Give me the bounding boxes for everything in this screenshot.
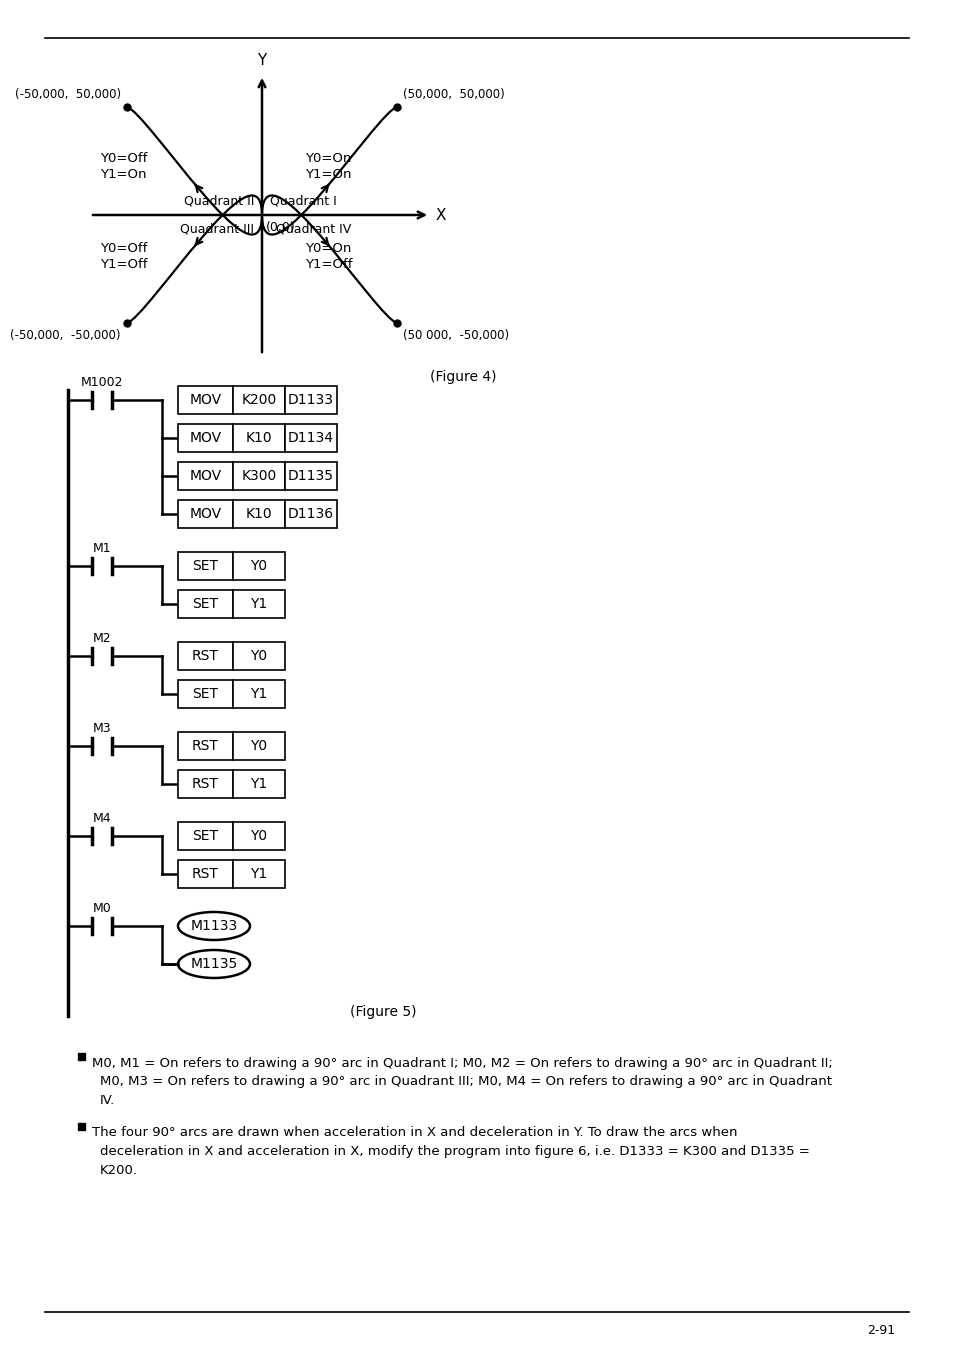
Text: MOV: MOV [190,431,221,446]
Text: Y0: Y0 [251,738,267,753]
Text: K300: K300 [241,468,276,483]
Text: SET: SET [193,687,218,701]
Text: Y0: Y0 [251,649,267,663]
Text: D1136: D1136 [288,508,334,521]
Text: IV.: IV. [100,1094,115,1107]
Bar [78,1053,85,1060]
Bar [178,590,233,618]
Text: Y0=Off: Y0=Off [100,151,147,165]
Text: deceleration in X and acceleration in X, modify the program into figure 6, i.e. : deceleration in X and acceleration in X,… [100,1145,809,1158]
Text: Y1: Y1 [250,778,268,791]
Text: K200.: K200. [100,1164,138,1176]
Text: MOV: MOV [190,468,221,483]
Text: X: X [436,208,446,223]
Text: (0,0): (0,0) [266,221,295,234]
Text: MOV: MOV [190,508,221,521]
Text: K200: K200 [241,393,276,406]
Text: M2: M2 [92,632,112,645]
Text: Y: Y [257,53,266,68]
Text: Y1=Off: Y1=Off [100,258,148,271]
Text: SET: SET [193,829,218,842]
Text: MOV: MOV [190,393,221,406]
Text: Quadrant II: Quadrant II [183,194,253,207]
Text: K10: K10 [246,508,272,521]
Text: Y1: Y1 [250,687,268,701]
Bar [233,680,285,707]
Text: Y0=On: Y0=On [305,242,351,255]
Text: Y0=Off: Y0=Off [100,242,147,255]
Bar [178,500,233,528]
Text: M3: M3 [92,722,112,734]
Bar [233,424,285,452]
Text: Y0: Y0 [251,559,267,572]
Text: Quadrant IV: Quadrant IV [275,223,351,236]
Text: M1135: M1135 [191,957,237,971]
Ellipse shape [178,950,250,977]
Bar [78,1122,85,1130]
Bar [178,732,233,760]
Text: Y1: Y1 [250,597,268,612]
Text: SET: SET [193,597,218,612]
Text: Quadrant III: Quadrant III [180,223,253,236]
Bar [178,552,233,580]
Text: M4: M4 [92,811,112,825]
Bar [233,860,285,888]
Bar [178,860,233,888]
Bar [233,500,285,528]
Text: SET: SET [193,559,218,572]
Text: 2-91: 2-91 [866,1323,894,1336]
Bar [178,462,233,490]
Text: M0, M1 = On refers to drawing a 90° arc in Quadrant I; M0, M2 = On refers to dra: M0, M1 = On refers to drawing a 90° arc … [91,1057,832,1071]
Text: (50 000,  -50,000): (50 000, -50,000) [402,329,509,342]
Text: Quadrant I: Quadrant I [270,194,336,207]
Text: (-50,000,  50,000): (-50,000, 50,000) [15,88,121,101]
Text: RST: RST [192,867,218,882]
Bar [233,462,285,490]
Text: (Figure 5): (Figure 5) [350,1004,416,1019]
Bar [285,500,336,528]
Bar [178,769,233,798]
Bar [178,424,233,452]
Text: M0, M3 = On refers to drawing a 90° arc in Quadrant III; M0, M4 = On refers to d: M0, M3 = On refers to drawing a 90° arc … [100,1076,831,1088]
Bar [233,552,285,580]
Text: Y1=On: Y1=On [305,169,351,181]
Text: (Figure 4): (Figure 4) [430,370,496,383]
Ellipse shape [178,913,250,940]
Text: K10: K10 [246,431,272,446]
Text: (-50,000,  -50,000): (-50,000, -50,000) [10,329,121,342]
Bar [233,732,285,760]
Text: Y0=On: Y0=On [305,151,351,165]
Bar [233,643,285,670]
Bar [233,769,285,798]
Text: RST: RST [192,778,218,791]
Text: (50,000,  50,000): (50,000, 50,000) [402,88,504,101]
Text: RST: RST [192,649,218,663]
Text: D1133: D1133 [288,393,334,406]
Bar [285,386,336,414]
Bar [178,386,233,414]
Bar [233,822,285,850]
Bar [285,424,336,452]
Bar [178,822,233,850]
Text: M1002: M1002 [81,377,123,389]
Text: The four 90° arcs are drawn when acceleration in X and deceleration in Y. To dra: The four 90° arcs are drawn when acceler… [91,1126,737,1139]
Text: M1: M1 [92,541,112,555]
Text: Y1: Y1 [250,867,268,882]
Bar [233,590,285,618]
Bar [285,462,336,490]
Bar [178,643,233,670]
Bar [178,680,233,707]
Text: M0: M0 [92,902,112,915]
Text: RST: RST [192,738,218,753]
Text: M1133: M1133 [191,919,237,933]
Text: D1135: D1135 [288,468,334,483]
Text: D1134: D1134 [288,431,334,446]
Text: Y0: Y0 [251,829,267,842]
Text: Y1=On: Y1=On [100,169,147,181]
Text: Y1=Off: Y1=Off [305,258,352,271]
Bar [233,386,285,414]
